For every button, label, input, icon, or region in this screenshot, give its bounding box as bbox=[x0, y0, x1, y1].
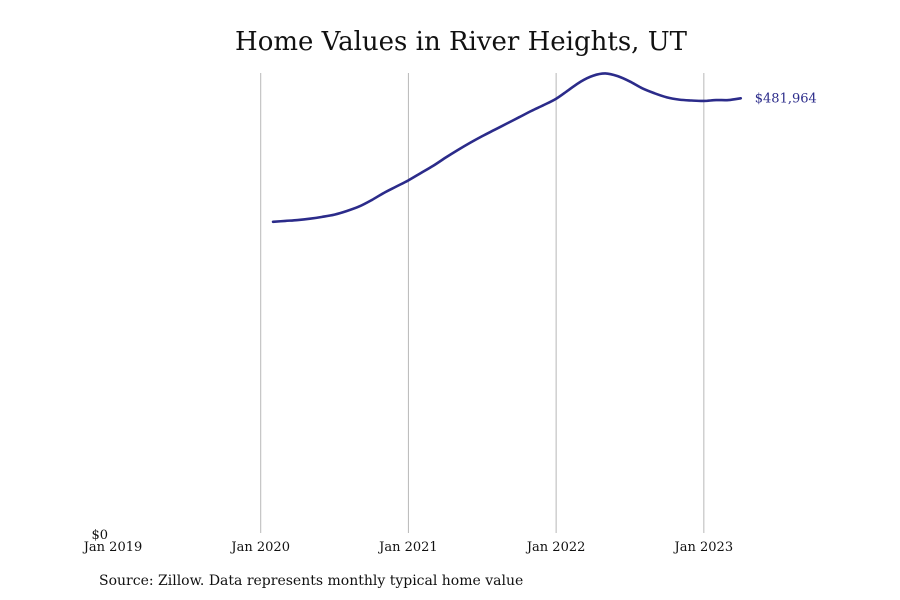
end-value-label: $481,964 bbox=[755, 91, 817, 106]
gridlines bbox=[260, 73, 705, 533]
series-line bbox=[271, 72, 743, 224]
x-tick-label: Jan 2020 bbox=[229, 540, 290, 555]
y-tick-label: $0 bbox=[91, 528, 108, 543]
x-axis: Jan 2019 Jan 2020 Jan 2021 Jan 2022 Jan 2023 bbox=[82, 540, 733, 555]
x-tick-label: Jan 2022 bbox=[525, 540, 586, 555]
x-tick-label: Jan 2021 bbox=[377, 540, 438, 555]
source-note: Source: Zillow. Data represents monthly … bbox=[99, 573, 524, 589]
x-tick-label: Jan 2023 bbox=[673, 540, 734, 555]
annotations: $481,964 bbox=[755, 91, 817, 106]
series-layer bbox=[271, 72, 743, 224]
y-axis: $0 bbox=[91, 528, 108, 543]
chart-title: Home Values in River Heights, UT bbox=[235, 27, 687, 57]
x-tick-label: Jan 2019 bbox=[82, 540, 143, 555]
